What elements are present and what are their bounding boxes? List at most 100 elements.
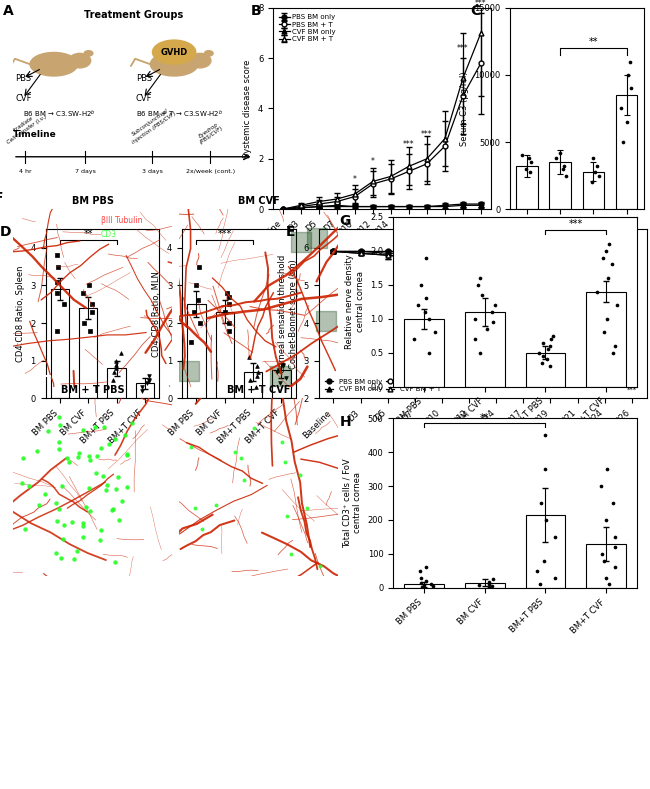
Point	[545, 339, 556, 352]
Text: ***: ***	[545, 376, 556, 382]
Text: ***: ***	[491, 365, 501, 371]
Point	[611, 299, 621, 312]
Point	[540, 462, 551, 475]
Text: ***: ***	[457, 44, 469, 53]
Point	[90, 421, 100, 433]
Point	[610, 540, 620, 553]
Point	[84, 504, 95, 517]
Text: D: D	[0, 226, 12, 239]
Point	[194, 260, 205, 273]
Point	[408, 333, 419, 346]
Point	[428, 580, 438, 593]
Point	[545, 360, 555, 372]
Point	[558, 163, 569, 175]
Point	[294, 469, 305, 481]
Point	[475, 271, 486, 284]
Point	[250, 381, 261, 394]
Bar	[136, 383, 154, 398]
Text: ***: ***	[627, 387, 637, 393]
Bar	[272, 370, 291, 398]
Ellipse shape	[153, 40, 196, 64]
Point	[186, 441, 196, 454]
Point	[474, 346, 485, 359]
Point	[73, 451, 83, 463]
Point	[421, 574, 431, 587]
Point	[109, 433, 120, 446]
Y-axis label: Systemic disease score: Systemic disease score	[243, 59, 252, 158]
Point	[78, 520, 88, 533]
Point	[274, 364, 285, 376]
Text: PBS: PBS	[16, 74, 32, 83]
Point	[86, 298, 97, 311]
Bar	[465, 312, 504, 387]
Point	[186, 335, 196, 348]
Bar	[79, 308, 98, 398]
Text: C: C	[470, 4, 480, 18]
Point	[541, 514, 551, 526]
Point	[616, 102, 627, 114]
Point	[593, 170, 604, 182]
Point	[416, 571, 426, 584]
Point	[239, 473, 250, 486]
Point	[111, 354, 122, 367]
Point	[51, 275, 62, 288]
Point	[536, 357, 547, 369]
Point	[541, 353, 552, 366]
Point	[58, 518, 69, 531]
Point	[109, 366, 119, 379]
Point	[534, 346, 545, 359]
Ellipse shape	[205, 50, 213, 56]
Point	[107, 504, 118, 517]
Point	[51, 547, 61, 559]
Point	[84, 324, 95, 337]
Point	[272, 366, 282, 379]
Point	[538, 336, 549, 349]
Point	[66, 515, 77, 528]
Point	[597, 252, 608, 264]
Text: BM + T CVF: BM + T CVF	[227, 385, 290, 394]
Legend: PBS BM only, PBS BM + T, CVF BM only, CVF BM + T: PBS BM only, PBS BM + T, CVF BM only, CV…	[276, 11, 338, 45]
Text: ***: ***	[437, 331, 447, 337]
Point	[419, 579, 430, 592]
Text: BM CVF: BM CVF	[237, 196, 280, 206]
Point	[117, 495, 127, 507]
Bar	[516, 166, 538, 209]
Point	[550, 531, 560, 544]
Ellipse shape	[69, 54, 91, 68]
Text: CD3: CD3	[101, 230, 116, 239]
Bar	[549, 163, 571, 209]
Point	[87, 305, 98, 318]
Point	[610, 339, 620, 352]
Text: ***: ***	[573, 380, 582, 386]
Point	[113, 470, 124, 483]
Point	[413, 299, 424, 312]
Text: βIII Tubulin: βIII Tubulin	[101, 216, 142, 225]
Text: G: G	[339, 214, 351, 227]
Y-axis label: CD4:CD8 Ratio, MLN: CD4:CD8 Ratio, MLN	[152, 271, 161, 357]
Point	[421, 292, 432, 305]
Point	[540, 429, 551, 442]
Bar	[51, 289, 69, 398]
Ellipse shape	[84, 50, 93, 56]
Point	[601, 245, 612, 257]
Point	[51, 497, 61, 510]
Bar	[582, 171, 604, 209]
Point	[190, 502, 200, 514]
Point	[554, 147, 565, 159]
Point	[69, 553, 79, 566]
Point	[526, 156, 537, 169]
Text: ***: ***	[569, 219, 583, 229]
Bar	[526, 353, 566, 387]
Point	[111, 483, 121, 495]
Point	[52, 324, 62, 337]
Text: 3 days: 3 days	[142, 169, 163, 174]
Point	[211, 499, 222, 511]
Point	[417, 581, 428, 593]
Bar	[526, 515, 566, 588]
Point	[525, 165, 536, 178]
Point	[188, 305, 199, 318]
Point	[83, 481, 94, 494]
Point	[610, 561, 620, 574]
Point	[488, 316, 498, 328]
Point	[278, 360, 289, 372]
